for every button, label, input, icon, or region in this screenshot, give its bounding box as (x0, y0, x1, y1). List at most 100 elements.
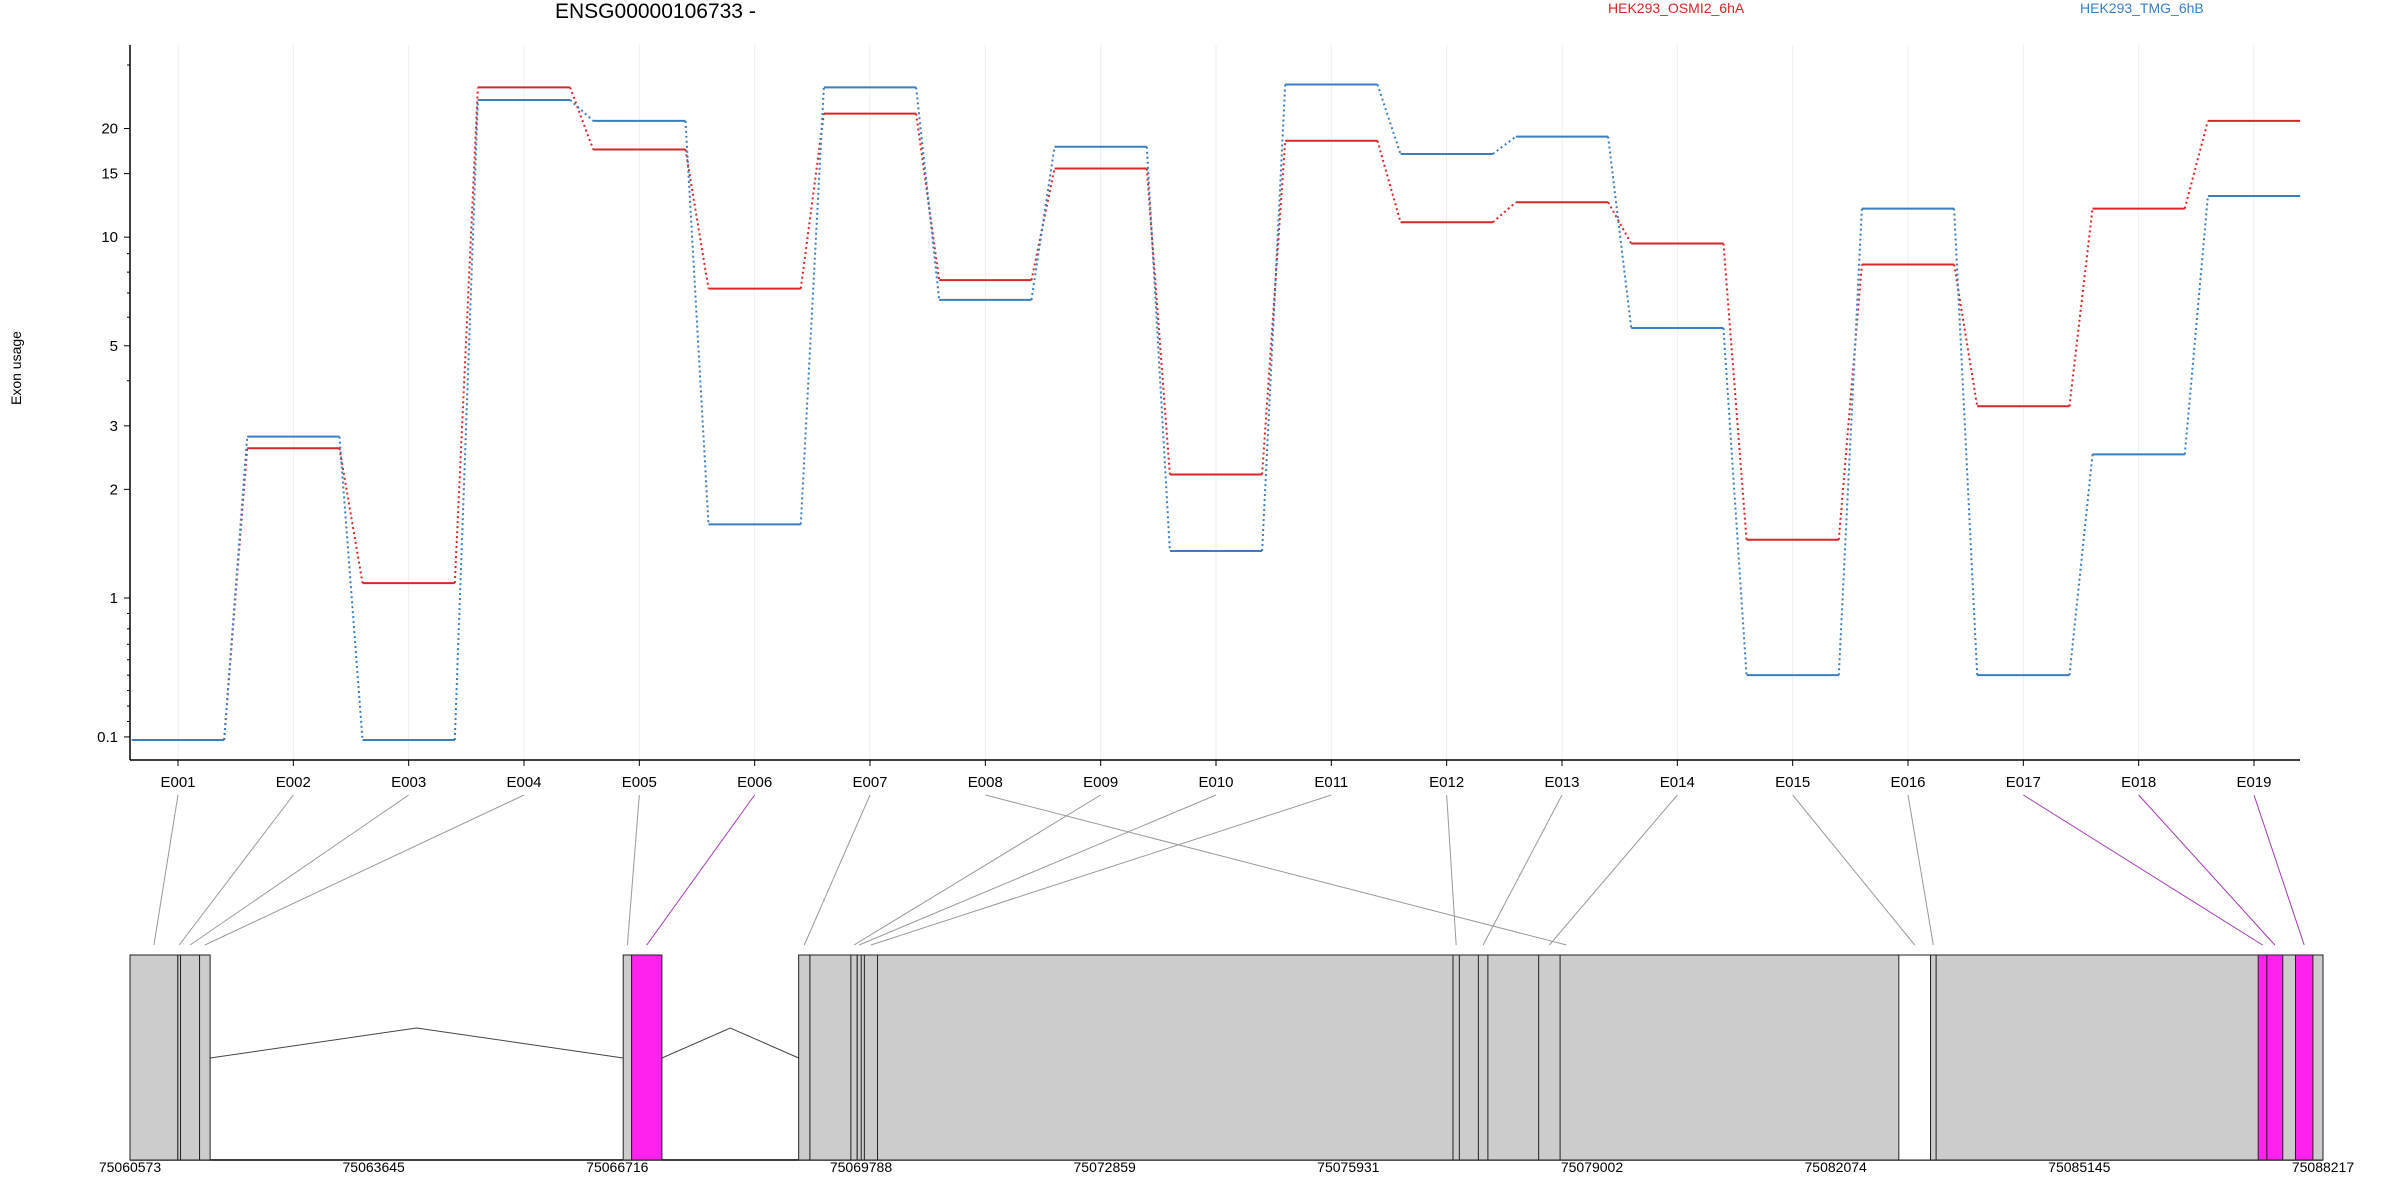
exon-box-E004 (199, 954, 211, 1161)
series-1-connector (684, 120, 710, 525)
y-tick-label: 1 (110, 590, 118, 607)
exon-connector-E008 (985, 794, 1567, 946)
exon-box-E012 (1452, 954, 1460, 1161)
exon-box-E017 (2257, 954, 2268, 1161)
series-0-connector (453, 87, 479, 584)
genome-coordinate-label: 75066716 (586, 1159, 649, 1175)
x-tick-label-E004: E004 (506, 774, 541, 791)
exon-connector-E004 (204, 794, 525, 946)
genome-coordinate-label: 75060573 (99, 1159, 162, 1175)
exon-box-E019 (2294, 954, 2314, 1161)
series-0-connector (684, 149, 710, 289)
exon-box-E009 (850, 954, 858, 1161)
y-tick-label: 10 (101, 229, 118, 246)
exon-connector-E002 (178, 794, 294, 946)
series-1-connector (1837, 208, 1863, 676)
y-tick-label: 2 (110, 481, 118, 498)
x-tick-label-E001: E001 (160, 774, 195, 791)
gene-model: 75060573 75063645 75066716 75069788 75072859… (99, 954, 2355, 1175)
genome-coordinate-label: 75082074 (1805, 1159, 1868, 1175)
legend-series-a: HEK293_OSMI2_6hA (1608, 0, 1745, 16)
series-1-connector (223, 436, 249, 741)
series-0-connector (569, 87, 595, 150)
legend-series-b: HEK293_TMG_6hB (2080, 0, 2204, 16)
series-1 (131, 83, 2301, 741)
series-1-connector (1492, 135, 1517, 155)
exon-box-E018 (2266, 954, 2284, 1161)
exon-connector-E011 (870, 794, 1332, 946)
exon-connector-E003 (189, 794, 409, 946)
exon-connector-E007 (803, 794, 871, 946)
series-1-connector (1145, 146, 1171, 552)
x-tick-label-E015: E015 (1775, 774, 1810, 791)
series-1-connector (2068, 454, 2094, 676)
genome-coordinate-label: 75063645 (343, 1159, 406, 1175)
series-1-connector (1261, 84, 1287, 552)
x-tick-label-E005: E005 (622, 774, 657, 791)
series-0-connector (1030, 168, 1056, 281)
intron-line (210, 1027, 624, 1059)
genome-coordinate-label: 75069788 (830, 1159, 893, 1175)
x-tick-label-E010: E010 (1198, 774, 1233, 791)
series-1-connector (799, 87, 825, 525)
series-0-connector (915, 113, 941, 281)
exon-connector-E001 (153, 794, 179, 946)
x-tick-label-E002: E002 (276, 774, 311, 791)
exon-box-E014 (1538, 954, 1561, 1161)
series-0-connector (338, 448, 364, 584)
series-1-connector (1030, 146, 1056, 301)
exon-connector-E006 (646, 794, 756, 946)
series-1-connector (1953, 208, 1979, 676)
series-1-connector (2183, 195, 2209, 455)
x-tick-label-E007: E007 (852, 774, 887, 791)
exon-box-E011 (863, 954, 879, 1161)
x-tick-label-E019: E019 (2236, 774, 2271, 791)
exon-box-E005 (622, 954, 633, 1161)
x-tick-label-E009: E009 (1083, 774, 1118, 791)
exon-connector-E019 (2253, 794, 2305, 946)
x-tick-label-E017: E017 (2006, 774, 2041, 791)
series-1-connector (453, 99, 479, 741)
x-tick-label-E016: E016 (1890, 774, 1925, 791)
series-0-connector (1261, 140, 1287, 475)
series-1-connector (1607, 136, 1633, 329)
series-0-connector (1953, 264, 1979, 407)
x-tick-label-E003: E003 (391, 774, 426, 791)
series-1-connector (1722, 327, 1748, 676)
series-0-connector (2068, 208, 2094, 407)
x-tick-label-E014: E014 (1660, 774, 1695, 791)
series-0-connector (1376, 140, 1402, 223)
series-0-connector (1145, 168, 1171, 475)
genome-coordinate-label: 75075931 (1317, 1159, 1380, 1175)
y-tick-label: 20 (101, 121, 118, 138)
y-tick-label: 15 (101, 166, 118, 183)
exon-box-E016 (1930, 954, 1937, 1161)
exon-connector-E005 (626, 794, 640, 946)
genome-coordinate-label: 75079002 (1561, 1159, 1624, 1175)
genome-coordinate-label: 75072859 (1074, 1159, 1137, 1175)
axes: 0.1 1 2 3 5 10 15 20 E001 E002 E003 E004 E005 E006 E00… (97, 45, 2300, 791)
exon-box-E001 (129, 954, 179, 1161)
series-lines (131, 83, 2301, 741)
y-tick-label: 5 (110, 338, 118, 355)
exon-box-E006 (631, 954, 663, 1161)
exon-connector-E010 (858, 794, 1217, 946)
series-1-connector (1376, 84, 1402, 155)
series-0-connector (2183, 120, 2209, 209)
series-0-connector (799, 113, 825, 289)
exon-connector-E009 (853, 794, 1101, 946)
series-1-connector (915, 87, 941, 301)
exon-connector-E017 (2023, 794, 2263, 946)
exon-box-E003 (180, 954, 201, 1161)
exon-connector-lines (153, 794, 2305, 946)
x-tick-label-E006: E006 (737, 774, 772, 791)
series-0-connector (1492, 201, 1517, 223)
genome-coordinate-label: 75085145 (2048, 1159, 2111, 1175)
exon-connector-E018 (2138, 794, 2276, 946)
x-tick-label-E018: E018 (2121, 774, 2156, 791)
exon-box-E010 (856, 954, 862, 1161)
exon-box-E015 (1898, 954, 1932, 1161)
genome-coordinate-label: 75088217 (2292, 1159, 2355, 1175)
exon-connector-E012 (1446, 794, 1457, 946)
